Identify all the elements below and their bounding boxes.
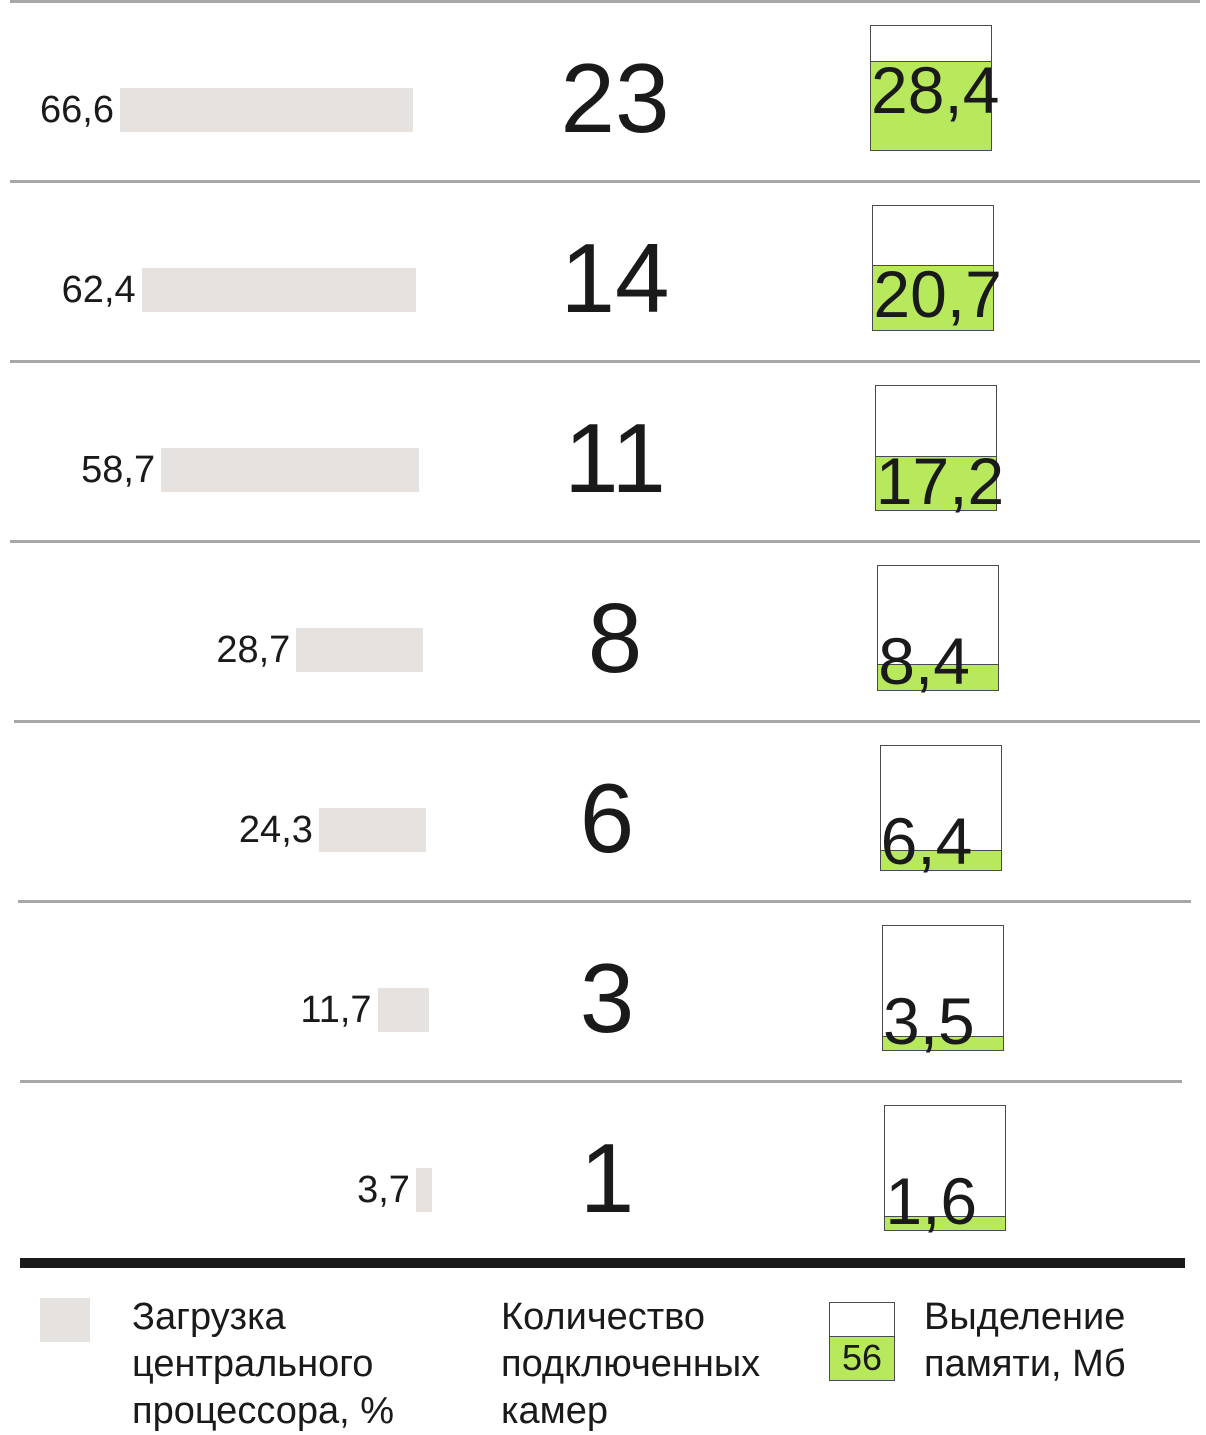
row-divider — [10, 180, 1200, 183]
camera-count: 3 — [579, 943, 635, 1053]
memory-value-label: 8,4 — [878, 624, 970, 698]
cpu-value-label: 11,7 — [300, 989, 372, 1031]
memory-value-label: 20,7 — [873, 256, 1002, 331]
row-divider — [14, 720, 1200, 723]
memory-value-label: 3,5 — [883, 984, 975, 1058]
memory-value-label: 28,4 — [871, 52, 1000, 127]
camera-count: 11 — [564, 403, 666, 513]
cpu-value-label: 66,6 — [40, 89, 114, 131]
memory-box: 20,7 — [872, 205, 1002, 331]
bottom-rule — [20, 1258, 1185, 1268]
legend-cpu-label: Загрузка центрального процессора, % — [132, 1296, 395, 1432]
legend-memory-sample-value: 56 — [841, 1337, 883, 1378]
memory-box: 8,4 — [877, 565, 1000, 698]
camera-count: 1 — [579, 1123, 635, 1233]
memory-box: 1,6 — [884, 1105, 1007, 1238]
cpu-bar — [377, 988, 429, 1032]
memory-box: 6,4 — [879, 745, 1002, 878]
top-divider — [10, 0, 1200, 3]
memory-fill — [878, 663, 999, 690]
camera-count: 8 — [587, 583, 643, 693]
cpu-bar — [415, 1168, 433, 1212]
cpu-bar — [161, 448, 420, 492]
memory-fill — [873, 264, 994, 330]
memory-box: 3,5 — [882, 925, 1004, 1058]
cpu-value-label: 24,3 — [238, 809, 313, 851]
legend-memory-swatch: 56 — [829, 1302, 895, 1381]
memory-box: 28,4 — [870, 25, 999, 151]
memory-value-label: 1,6 — [885, 1164, 978, 1238]
camera-count: 23 — [560, 43, 670, 153]
legend-memory-label: Выделение памяти, Мб — [924, 1296, 1126, 1385]
cpu-bar — [141, 268, 417, 312]
memory-fill — [883, 1036, 1003, 1050]
row-divider — [18, 900, 1191, 903]
memory-fill — [875, 455, 996, 510]
cpu-value-label: 3,7 — [357, 1169, 410, 1211]
legend-cameras-label: Количество подключенных камер — [501, 1296, 761, 1432]
memory-value-label: 17,2 — [875, 444, 1005, 518]
legend-cpu-swatch — [40, 1298, 90, 1342]
memory-box: 17,2 — [874, 385, 1004, 514]
camera-count: 6 — [579, 763, 635, 873]
memory-fill — [880, 849, 1001, 870]
cpu-value-label: 28,7 — [216, 629, 291, 671]
cpu-bar — [318, 808, 426, 852]
camera-count: 14 — [560, 223, 670, 333]
cpu-bar — [296, 628, 423, 672]
memory-value-label: 6,4 — [880, 804, 973, 878]
row-divider — [10, 360, 1200, 363]
cpu-value-label: 62,4 — [61, 269, 136, 311]
memory-fill — [885, 1216, 1006, 1230]
row-divider — [20, 1080, 1182, 1083]
memory-fill — [871, 60, 991, 150]
row-divider — [10, 540, 1200, 543]
cpu-bar — [119, 88, 413, 132]
legend-memory-fill — [830, 1336, 894, 1380]
cpu-value-label: 58,7 — [81, 449, 156, 491]
